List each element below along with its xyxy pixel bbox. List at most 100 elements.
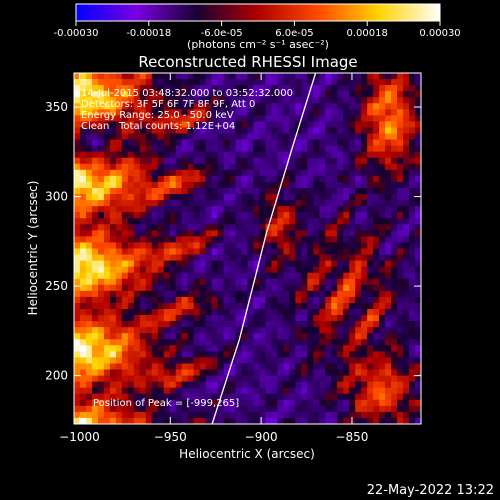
heatmap-cell: [307, 157, 314, 165]
heatmap-cell: [193, 187, 201, 195]
heatmap-cell: [385, 357, 392, 365]
heatmap-cell: [385, 127, 392, 135]
heatmap-cell: [145, 327, 153, 334]
y-tick-label: 350: [45, 100, 68, 114]
heatmap-cell: [385, 375, 392, 383]
heatmap-cell: [217, 181, 225, 189]
heatmap-cell: [295, 309, 302, 316]
heatmap-cell: [103, 127, 111, 135]
heatmap-cell: [163, 187, 171, 195]
heatmap-cell: [283, 411, 290, 419]
heatmap-cell: [283, 296, 290, 304]
heatmap-cell: [181, 212, 189, 219]
heatmap-cell: [337, 284, 344, 292]
heatmap-cell: [85, 139, 93, 147]
heatmap-cell: [163, 236, 171, 244]
heatmap-cell: [403, 218, 410, 225]
heatmap-cell: [271, 151, 279, 159]
heatmap-cell: [139, 302, 147, 310]
heatmap-cell: [103, 230, 111, 237]
heatmap-cell: [187, 357, 195, 365]
heatmap-cell: [199, 375, 207, 383]
heatmap-cell: [193, 248, 201, 256]
heatmap-cell: [79, 284, 87, 292]
heatmap-cell: [253, 230, 261, 237]
heatmap-cell: [325, 333, 332, 340]
heatmap-cell: [205, 206, 213, 213]
heatmap-cell: [271, 399, 279, 407]
heatmap-cell: [74, 212, 81, 219]
heatmap-cell: [367, 345, 374, 352]
heatmap-cell: [367, 248, 374, 256]
heatmap-cell: [397, 345, 404, 352]
heatmap-cell: [115, 290, 123, 298]
heatmap-cell: [97, 272, 105, 280]
heatmap-cell: [127, 369, 135, 377]
heatmap-cell: [127, 302, 135, 310]
heatmap-cell: [223, 200, 231, 207]
heatmap-cell: [313, 254, 320, 262]
heatmap-cell: [85, 85, 93, 92]
heatmap-cell: [295, 369, 302, 377]
heatmap-cell: [295, 236, 302, 244]
heatmap-cell: [391, 369, 398, 377]
heatmap-cell: [373, 381, 380, 389]
heatmap-cell: [169, 405, 177, 413]
heatmap-cell: [211, 357, 219, 365]
heatmap-cell: [361, 357, 368, 365]
heatmap-cell: [133, 345, 141, 352]
heatmap-cell: [379, 242, 386, 250]
heatmap-cell: [241, 85, 249, 92]
heatmap-cell: [85, 218, 93, 225]
heatmap-cell: [361, 79, 368, 86]
heatmap-cell: [145, 187, 153, 195]
heatmap-cell: [109, 236, 117, 244]
heatmap-cell: [313, 381, 320, 389]
heatmap-cell: [103, 206, 111, 213]
heatmap-cell: [235, 272, 243, 280]
heatmap-cell: [235, 181, 243, 189]
heatmap-cell: [319, 91, 326, 98]
heatmap-cell: [319, 236, 326, 244]
heatmap-cell: [163, 218, 171, 225]
heatmap-cell: [355, 115, 362, 123]
heatmap-cell: [223, 260, 231, 268]
heatmap-cell: [181, 405, 189, 413]
heatmap-cell: [175, 181, 183, 189]
heatmap-cell: [205, 315, 213, 322]
heatmap-cell: [415, 393, 421, 401]
heatmap-cell: [319, 260, 326, 268]
heatmap-cell: [331, 405, 338, 413]
heatmap-cell: [199, 260, 207, 268]
heatmap-cell: [409, 121, 416, 129]
heatmap-cell: [193, 302, 201, 310]
heatmap-cell: [115, 187, 123, 195]
heatmap-cell: [211, 284, 219, 292]
heatmap-cell: [169, 103, 177, 110]
heatmap-cell: [127, 278, 135, 286]
heatmap-cell: [133, 79, 141, 86]
heatmap-cell: [325, 91, 332, 98]
heatmap-cell: [367, 315, 374, 322]
heatmap-cell: [211, 91, 219, 98]
heatmap-cell: [199, 121, 207, 129]
heatmap-cell: [133, 103, 141, 110]
heatmap-cell: [235, 79, 243, 86]
heatmap-cell: [235, 115, 243, 123]
heatmap-cell: [151, 411, 159, 419]
heatmap-cell: [205, 321, 213, 328]
heatmap-cell: [391, 206, 398, 213]
heatmap-cell: [199, 357, 207, 365]
heatmap-cell: [271, 139, 279, 147]
heatmap-cell: [133, 236, 141, 244]
heatmap-cell: [133, 369, 141, 377]
heatmap-cell: [253, 363, 261, 371]
heatmap-cell: [397, 399, 404, 407]
heatmap-cell: [223, 387, 231, 395]
heatmap-cell: [151, 321, 159, 328]
heatmap-cell: [169, 169, 177, 177]
heatmap-cell: [85, 115, 93, 123]
heatmap-cell: [325, 315, 332, 322]
heatmap-cell: [181, 115, 189, 123]
heatmap-cell: [103, 145, 111, 153]
